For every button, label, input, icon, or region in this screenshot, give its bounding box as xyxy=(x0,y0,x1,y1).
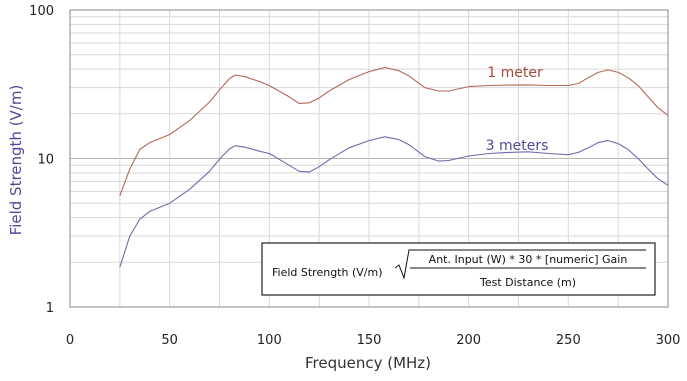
series-line-3-meters xyxy=(119,136,669,268)
y-tick-label: 10 xyxy=(37,153,54,168)
x-tick-label: 150 xyxy=(357,333,382,348)
y-axis-title: Field Strength (V/m) xyxy=(7,85,25,236)
formula-prefix: Field Strength (V/m) xyxy=(272,266,383,279)
series-label-3-meters: 3 meters xyxy=(486,138,549,154)
y-tick-labels: 1 10 100 xyxy=(29,4,54,316)
plot-frame xyxy=(69,9,669,308)
x-tick-labels: 0 50 100 150 200 250 300 xyxy=(66,333,681,348)
formula-radical xyxy=(394,249,646,280)
y-tick-label: 100 xyxy=(29,4,54,19)
x-tick-label: 100 xyxy=(257,333,282,348)
x-tick-label: 0 xyxy=(66,333,74,348)
x-tick-label: 200 xyxy=(456,333,481,348)
y-tick-label: 1 xyxy=(46,301,54,316)
formula-denominator: Test Distance (m) xyxy=(479,276,576,289)
x-tick-label: 50 xyxy=(161,333,178,348)
series-label-1-meter: 1 meter xyxy=(487,65,543,81)
formula-border xyxy=(261,242,656,296)
x-tick-label: 300 xyxy=(656,333,681,348)
series-line-1-meter xyxy=(119,66,669,197)
x-tick-label: 250 xyxy=(556,333,581,348)
series-layer xyxy=(119,66,669,268)
x-axis-title: Frequency (MHz) xyxy=(305,354,431,372)
formula-box: Field Strength (V/m) Ant. Input (W) * 30… xyxy=(261,242,656,296)
formula-numerator: Ant. Input (W) * 30 * [numeric] Gain xyxy=(429,253,628,266)
